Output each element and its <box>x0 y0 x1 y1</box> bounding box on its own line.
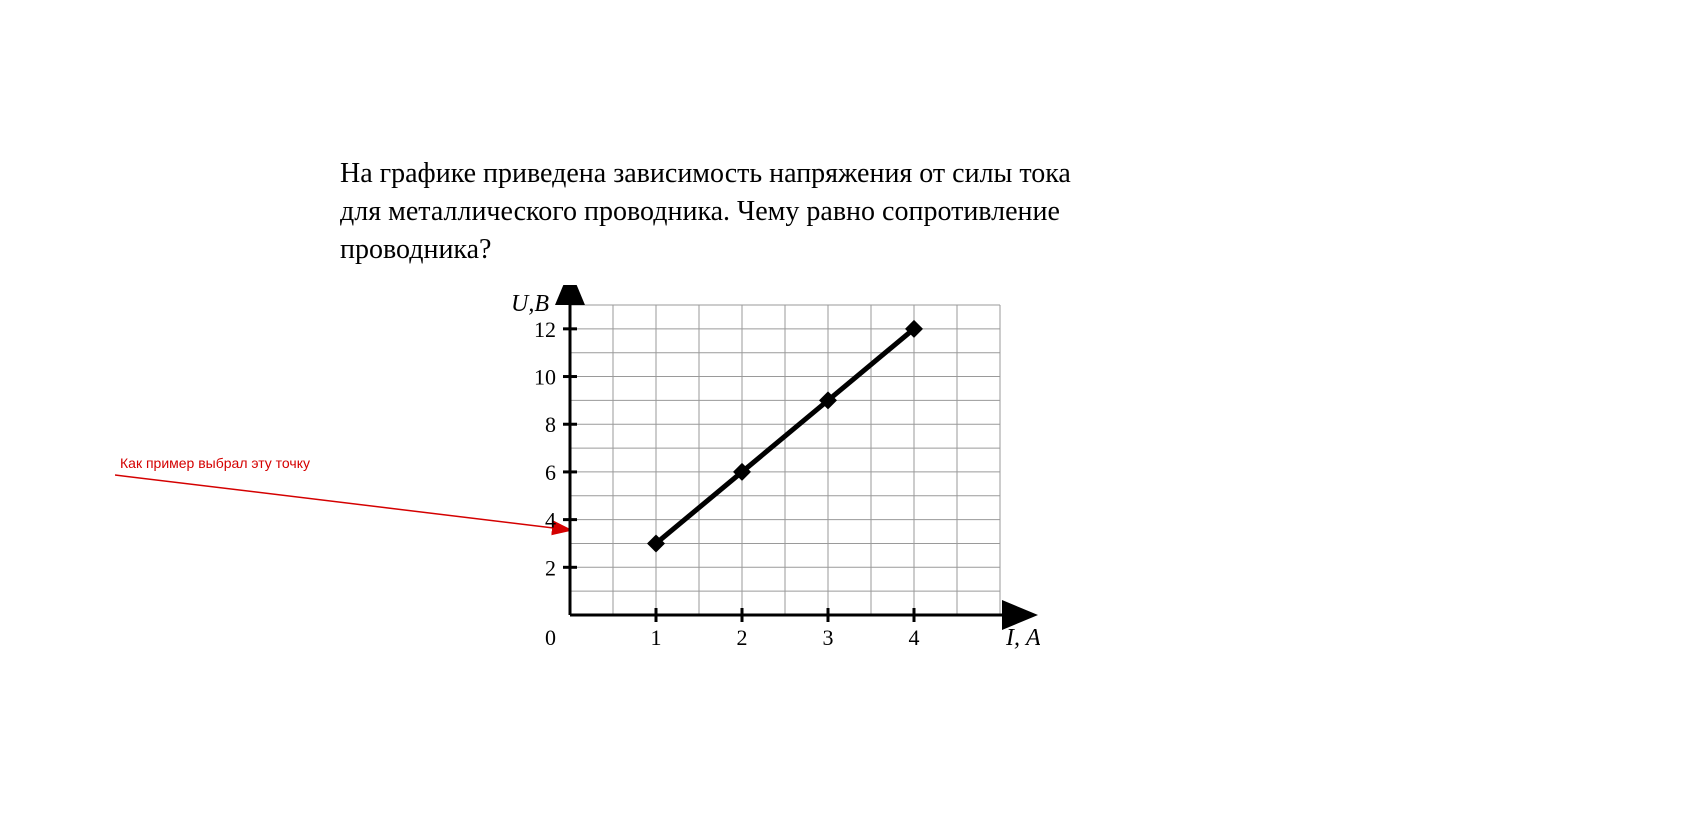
x-axis-label: I, А <box>1005 625 1040 651</box>
x-tick-label: 1 <box>651 625 662 650</box>
y-tick-label: 10 <box>534 365 556 390</box>
problem-line-2: для металлического проводника. Чему равн… <box>340 196 1060 227</box>
y-tick-label: 2 <box>545 555 556 580</box>
x-tick-label: 4 <box>909 625 920 650</box>
origin-label: 0 <box>545 625 556 650</box>
y-tick-label: 4 <box>545 508 556 533</box>
y-tick-label: 12 <box>534 317 556 342</box>
y-axis-label: U,В <box>511 291 549 317</box>
problem-statement: На графике приведена зависимость напряже… <box>340 155 1300 268</box>
x-tick-label: 3 <box>823 625 834 650</box>
y-tick-label: 6 <box>545 460 556 485</box>
problem-line-1: На графике приведена зависимость напряже… <box>340 158 1071 189</box>
chart-container: 1234246810120U,ВI, А <box>500 285 1040 690</box>
annotation-text: Как пример выбрал эту точку <box>120 455 310 471</box>
problem-line-3: проводника? <box>340 234 491 265</box>
x-tick-label: 2 <box>737 625 748 650</box>
page-root: На графике приведена зависимость напряже… <box>0 0 1684 825</box>
y-tick-label: 8 <box>545 412 556 437</box>
